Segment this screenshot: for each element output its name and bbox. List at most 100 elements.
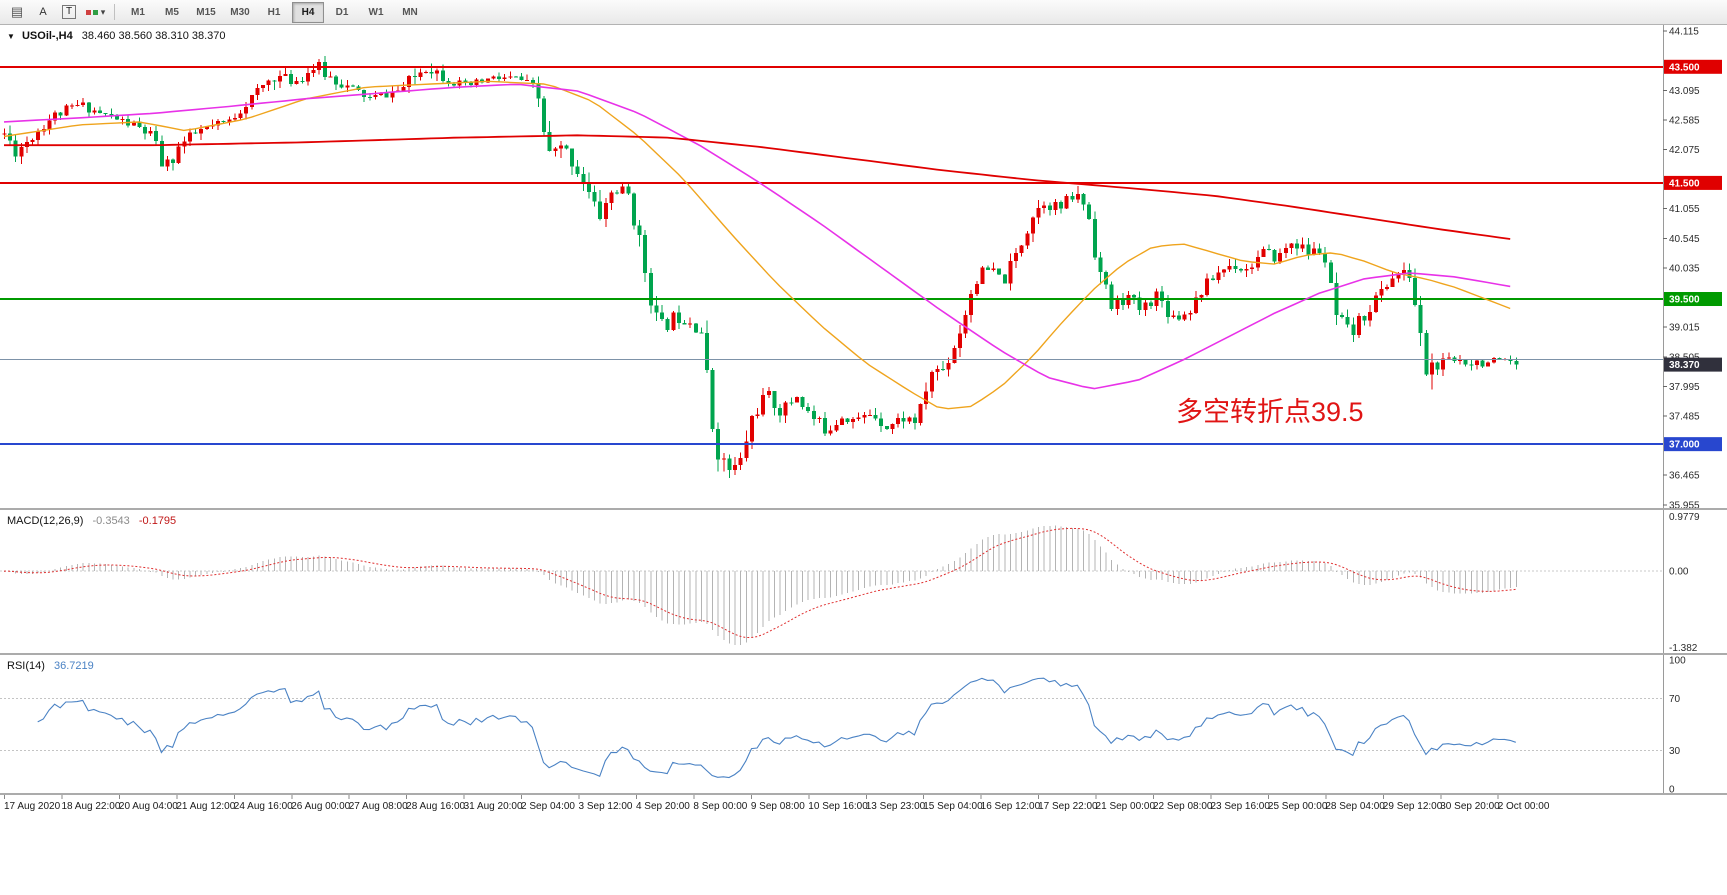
collapse-icon[interactable]: ▼ (7, 32, 15, 41)
price-tag (1664, 175, 1722, 190)
text-tool-icon: T (61, 5, 77, 19)
candle-body (345, 85, 350, 88)
candle-body (1368, 311, 1373, 321)
timeframe-h1[interactable]: H1 (267, 6, 281, 18)
candle-body (1306, 244, 1311, 255)
macd-bar (790, 571, 792, 608)
main-chart-panel[interactable] (0, 56, 1663, 479)
macd-bar (403, 569, 405, 572)
candle-body (305, 72, 310, 82)
candle-body (171, 159, 176, 164)
macd-bar (1111, 559, 1113, 572)
candle-body (1171, 315, 1176, 318)
macd-bar (1088, 533, 1090, 572)
time-axis-label: 13 Sep 23:00 (866, 801, 926, 812)
macd-bar (279, 557, 281, 572)
indicators-button[interactable]: ▾ (83, 2, 107, 23)
timeframe-m1[interactable]: M1 (131, 6, 145, 18)
candle-body (221, 121, 226, 123)
rsi-panel[interactable] (0, 677, 1663, 779)
macd-bar (285, 556, 286, 572)
candle-body (682, 323, 687, 325)
macd-bar (54, 568, 56, 572)
candle-body (980, 267, 985, 285)
candle-body (1132, 295, 1137, 298)
macd-panel[interactable] (0, 525, 1663, 646)
macd-bar (779, 571, 781, 615)
macd-bar (1167, 571, 1169, 582)
timeframe-m30[interactable]: M30 (230, 6, 250, 18)
macd-bar (728, 571, 730, 644)
macd-bar (616, 571, 618, 603)
macd-bar (155, 571, 157, 573)
candle-body (322, 62, 327, 78)
chart-grid-icon[interactable]: ▤ (5, 2, 29, 23)
macd-bar (211, 571, 213, 573)
rsi-line (37, 677, 1516, 779)
timeframe-group: M1 M5 M15 M30 H1 H4 D1 W1 MN (121, 1, 427, 23)
macd-bar (150, 571, 152, 573)
ohlc-values: 38.460 38.560 38.310 38.370 (81, 30, 226, 42)
candle-body (429, 72, 434, 74)
macd-bar (240, 568, 242, 572)
timeframe-mn[interactable]: MN (402, 6, 418, 18)
candle-body (626, 186, 631, 194)
macd-bar (1482, 571, 1484, 593)
macd-bar (178, 571, 180, 580)
candle-body (480, 79, 485, 83)
candle-body (727, 458, 732, 471)
timeframe-m15[interactable]: M15 (196, 6, 216, 18)
time-axis-label: 21 Sep 00:00 (1096, 801, 1156, 812)
candle-body (1109, 284, 1114, 310)
candle-body (1295, 243, 1300, 249)
macd-bar (1251, 566, 1253, 572)
arrow-tool-button[interactable]: A (39, 6, 47, 18)
candle-body (1227, 265, 1232, 270)
candle-body (1143, 302, 1148, 311)
candle-body (1418, 305, 1423, 334)
candle-body (873, 414, 878, 419)
macd-axis-label: 0.9779 (1669, 512, 1700, 523)
candle-body (525, 79, 530, 81)
candle-body (1514, 361, 1519, 365)
macd-bar (1409, 571, 1410, 573)
candle-body (143, 127, 147, 134)
time-axis-label: 2 Oct 00:00 (1498, 801, 1550, 812)
candle-body (586, 183, 591, 193)
candle-body (92, 110, 97, 113)
macd-bar (71, 564, 73, 572)
macd-bar (515, 568, 517, 572)
macd-bar (773, 571, 775, 618)
timeframe-h4[interactable]: H4 (292, 1, 324, 23)
price-tag-text: 39.500 (1669, 295, 1700, 306)
macd-bar (1285, 561, 1287, 572)
price-axis[interactable]: 44.115 43.095 42.585 42.075 41.055 40.545 40.0… (1663, 25, 1722, 796)
candle-body (19, 147, 24, 157)
price-tag (1664, 292, 1722, 307)
candle-body (187, 132, 192, 142)
candle-body (1486, 362, 1491, 367)
candle-body (851, 419, 856, 422)
price-axis-label: 39.015 (1669, 323, 1700, 334)
candle-body (1480, 360, 1485, 367)
macd-bar (504, 568, 506, 572)
macd-bar (818, 571, 820, 598)
macd-bar (920, 571, 922, 579)
text-tool-button[interactable]: T (57, 2, 81, 23)
candle-body (1289, 243, 1294, 248)
candle-body (1356, 316, 1361, 336)
timeframe-m5[interactable]: M5 (165, 6, 179, 18)
macd-bar (1437, 571, 1439, 591)
candle-body (440, 70, 445, 81)
candle-body (1126, 295, 1131, 305)
timeframe-d1[interactable]: D1 (335, 6, 349, 18)
candle-body (609, 192, 614, 204)
timeframe-w1[interactable]: W1 (368, 6, 384, 18)
candle-body (1351, 324, 1356, 336)
candle-body (946, 362, 951, 370)
candle-body (1019, 245, 1024, 254)
macd-bar (841, 571, 843, 595)
macd-bar (1324, 563, 1326, 572)
